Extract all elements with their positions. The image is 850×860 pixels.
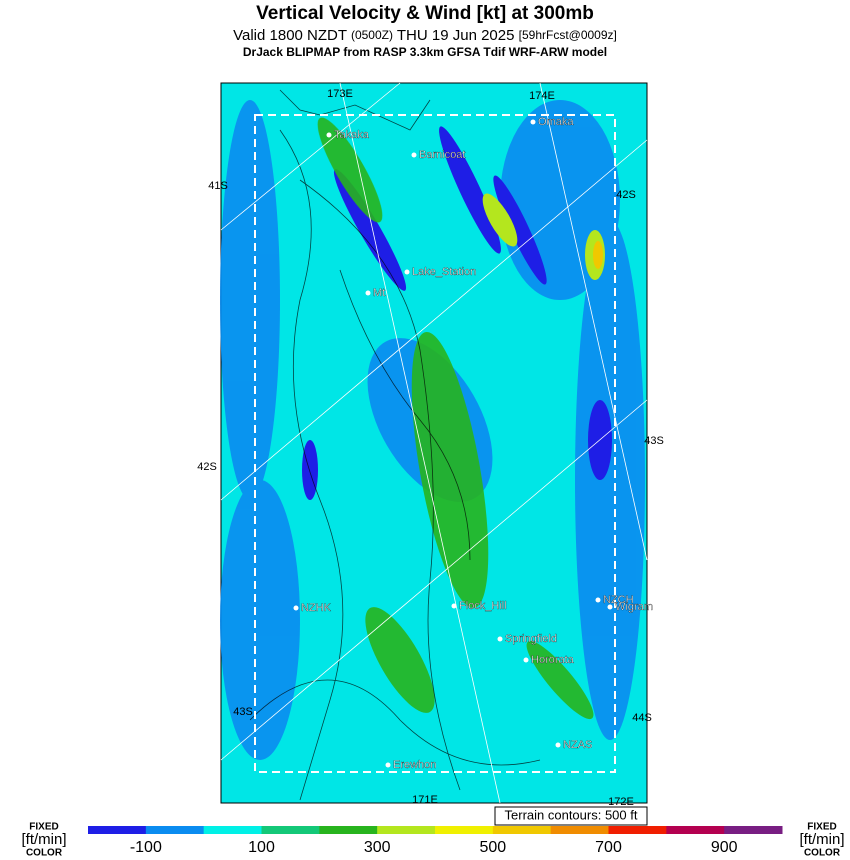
colorbar-swatch	[435, 826, 494, 834]
grid-label: 43S	[233, 706, 253, 718]
place-label: Omaka	[538, 116, 574, 128]
grid-label: 44S	[632, 712, 652, 724]
place-label: Wigram	[615, 601, 653, 613]
colorbar-swatch	[492, 826, 552, 834]
title: Vertical Velocity & Wind [kt] at 300mb	[256, 3, 594, 24]
place-dot	[523, 657, 529, 663]
subtitle-part: Valid 1800 NZDT	[233, 27, 347, 44]
colorbar-swatch	[666, 826, 725, 834]
colorbar-swatch	[724, 826, 783, 834]
grid-label: 173E	[327, 88, 353, 100]
colorbar-tick-label: -100	[130, 839, 162, 856]
place-dot	[411, 152, 417, 158]
place-label: Takaka	[334, 129, 370, 141]
colorbar-swatch	[145, 826, 205, 834]
colorbar-tick-label: 500	[479, 839, 506, 856]
place-label: NZCH	[603, 594, 634, 606]
place-dot	[326, 132, 332, 138]
place-label: Lake_Station	[412, 266, 476, 278]
grid-label: 41S	[208, 180, 228, 192]
place-dot	[451, 603, 457, 609]
colorbar-swatch	[608, 826, 667, 834]
colorbar-swatch	[203, 826, 262, 834]
colorbar-tick-label: 900	[711, 839, 738, 856]
colorbar-swatch	[261, 826, 320, 834]
colorbar-swatch	[550, 826, 609, 834]
colorbar-unit: [ft/min]	[799, 831, 844, 848]
subtitle-part: [59hrFcst@0009z]	[519, 28, 617, 42]
grid-label: 43S	[644, 435, 664, 447]
colorbar-unit: COLOR	[26, 848, 63, 859]
grid-label: 171E	[412, 794, 438, 806]
grid-label: 42S	[197, 461, 217, 473]
subtitle-part: THU 19 Jun 2025	[397, 27, 515, 44]
place-label: Hororata	[531, 654, 575, 666]
colorbar-swatch	[88, 826, 147, 834]
place-dot	[595, 597, 601, 603]
subtitle-part: (0500Z)	[351, 28, 393, 42]
colorbar-tick-label: 100	[248, 839, 275, 856]
map-labels: 173E 174E 41S 42S 43S 42S 43S 44S 171E 172E Takaka…	[197, 88, 664, 808]
colorbar-tick-label: 300	[364, 839, 391, 856]
place-label: Flock_Hill	[459, 600, 507, 612]
place-dot	[365, 290, 371, 296]
place-label: Springfield	[505, 633, 557, 645]
place-label: NZHK	[301, 602, 332, 614]
terrain-note: Terrain contours: 500 ft	[505, 807, 638, 822]
place-label: Mt	[373, 287, 385, 299]
place-dot	[607, 604, 613, 610]
colorbar-swatch	[377, 826, 436, 834]
colorbar-unit: FIXED	[807, 822, 836, 833]
place-dot	[293, 605, 299, 611]
place-dot	[404, 269, 410, 275]
subtitle: Valid 1800 NZDT (0500Z) THU 19 Jun 2025 …	[233, 27, 617, 44]
place-label: Erewhon	[393, 759, 436, 771]
place-label: NZAS	[563, 739, 592, 751]
grid-label: 174E	[529, 90, 555, 102]
place-dot	[555, 742, 561, 748]
colorbar-unit: COLOR	[804, 848, 841, 859]
map-field	[220, 82, 648, 804]
colorbar-unit: [ft/min]	[21, 831, 66, 848]
grid-label: 172E	[608, 796, 634, 808]
terrain-box	[494, 806, 648, 826]
colorbar-swatch	[319, 826, 378, 834]
place-dot	[497, 636, 503, 642]
colorbar-unit: FIXED	[29, 822, 58, 833]
colorbar: -100 100 300 500 700 900FIXED[ft/min]COLORFIX…	[21, 822, 844, 859]
domain-box	[254, 114, 616, 773]
place-dot	[530, 119, 536, 125]
model-line: DrJack BLIPMAP from RASP 3.3km GFSA Tdif…	[243, 45, 607, 59]
place-label: Barnicoat	[419, 149, 465, 161]
colorbar-tick-label: 700	[595, 839, 622, 856]
place-dot	[385, 762, 391, 768]
grid-label: 42S	[616, 189, 636, 201]
